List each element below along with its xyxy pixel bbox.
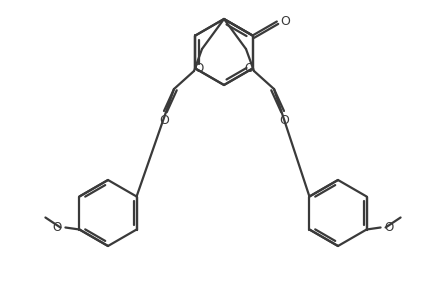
Text: O: O	[53, 221, 62, 234]
Text: O: O	[384, 221, 393, 234]
Text: O: O	[280, 15, 290, 28]
Text: O: O	[279, 115, 289, 128]
Text: O: O	[244, 62, 254, 75]
Text: O: O	[194, 62, 204, 75]
Text: O: O	[159, 115, 169, 128]
